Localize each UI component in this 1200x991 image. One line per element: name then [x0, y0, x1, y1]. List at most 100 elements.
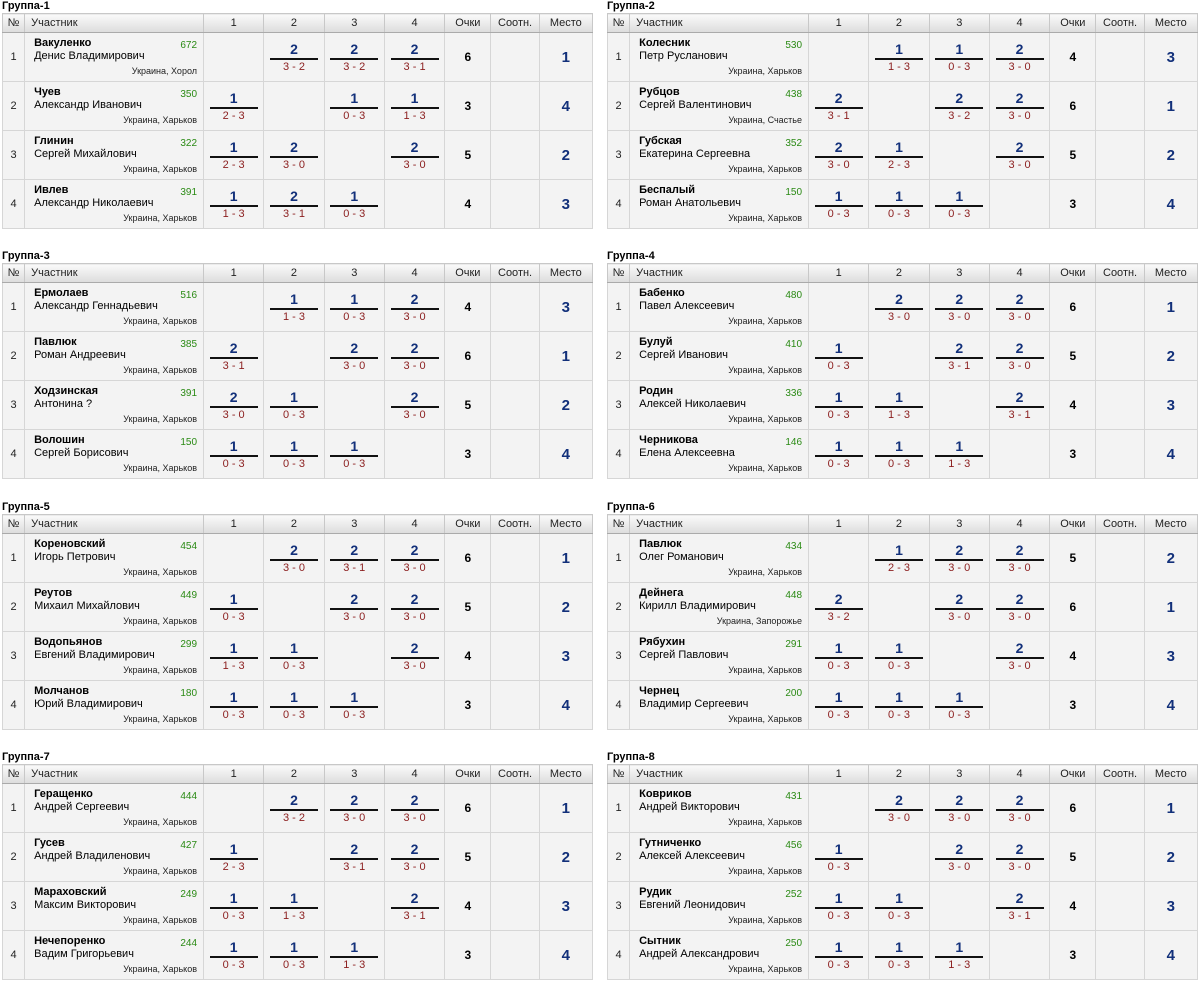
match-result-cell[interactable]: 2 3 - 0 [988, 81, 1051, 131]
participant-cell[interactable]: Колесник Петр Русланович 530 Украина, Харьк… [629, 32, 810, 82]
header-points[interactable]: Очки [444, 263, 492, 283]
match-result-cell[interactable]: 2 3 - 0 [928, 832, 990, 882]
match-result-cell[interactable]: 1 0 - 3 [808, 881, 870, 931]
match-result-cell[interactable]: 2 3 - 0 [383, 783, 446, 833]
match-result-cell[interactable]: 1 0 - 3 [203, 429, 265, 479]
match-result-cell[interactable]: 1 0 - 3 [323, 81, 385, 131]
match-result-cell[interactable]: 2 3 - 0 [383, 631, 446, 681]
match-result-cell[interactable]: 1 1 - 3 [263, 881, 325, 931]
participant-cell[interactable]: Чуев Александр Иванович 350 Украина, Харько… [24, 81, 205, 131]
match-result-cell[interactable]: 2 3 - 0 [203, 380, 265, 430]
match-result-cell[interactable]: 1 0 - 3 [868, 429, 930, 479]
match-result-cell[interactable]: 2 3 - 0 [988, 533, 1051, 583]
match-result-cell[interactable]: 1 0 - 3 [868, 179, 930, 229]
participant-surname[interactable]: Мараховский [34, 886, 107, 898]
participant-cell[interactable]: Гутниченко Алексей Алексеевич 456 Украина, … [629, 832, 810, 882]
header-participant[interactable]: Участник [629, 263, 810, 283]
header-participant[interactable]: Участник [629, 764, 810, 784]
header-ratio[interactable]: Соотн. [1095, 764, 1145, 784]
participant-surname[interactable]: Рудик [639, 886, 672, 898]
participant-surname[interactable]: Родин [639, 385, 674, 397]
participant-cell[interactable]: Реутов Михаил Михайлович 449 Украина, Харьк… [24, 582, 205, 632]
match-result-cell[interactable]: 1 2 - 3 [868, 130, 930, 180]
match-result-cell[interactable]: 1 0 - 3 [928, 179, 990, 229]
match-result-cell[interactable]: 2 3 - 2 [263, 783, 325, 833]
header-ratio[interactable]: Соотн. [490, 13, 540, 33]
match-result-cell[interactable]: 2 3 - 1 [928, 331, 990, 381]
match-result-cell[interactable]: 1 0 - 3 [323, 179, 385, 229]
match-result-cell[interactable]: 1 1 - 3 [868, 380, 930, 430]
match-result-cell[interactable]: 1 0 - 3 [263, 680, 325, 730]
participant-surname[interactable]: Колесник [639, 37, 691, 49]
match-result-cell[interactable]: 1 0 - 3 [323, 282, 385, 332]
match-result-cell[interactable]: 2 3 - 0 [928, 533, 990, 583]
participant-surname[interactable]: Губская [639, 135, 682, 147]
match-result-cell[interactable]: 1 1 - 3 [263, 282, 325, 332]
header-ratio[interactable]: Соотн. [1095, 13, 1145, 33]
header-points[interactable]: Очки [1049, 13, 1097, 33]
participant-cell[interactable]: Родин Алексей Николаевич 336 Украина, Харьк… [629, 380, 810, 430]
header-participant[interactable]: Участник [24, 514, 205, 534]
match-result-cell[interactable]: 1 1 - 3 [203, 179, 265, 229]
participant-cell[interactable]: Кореновский Игорь Петрович 454 Украина, Хар… [24, 533, 205, 583]
match-result-cell[interactable]: 1 2 - 3 [203, 130, 265, 180]
participant-cell[interactable]: Мараховский Максим Викторович 249 Украина, … [24, 881, 205, 931]
match-result-cell[interactable]: 1 0 - 3 [808, 631, 870, 681]
header-ratio[interactable]: Соотн. [490, 764, 540, 784]
match-result-cell[interactable]: 2 3 - 0 [323, 783, 385, 833]
participant-surname[interactable]: Павлюк [639, 538, 682, 550]
participant-surname[interactable]: Чернец [639, 685, 680, 697]
match-result-cell[interactable]: 2 3 - 0 [988, 282, 1051, 332]
header-participant[interactable]: Участник [629, 13, 810, 33]
participant-surname[interactable]: Сытник [639, 935, 681, 947]
match-result-cell[interactable]: 2 3 - 1 [203, 331, 265, 381]
match-result-cell[interactable]: 1 0 - 3 [808, 429, 870, 479]
match-result-cell[interactable]: 1 0 - 3 [868, 680, 930, 730]
match-result-cell[interactable]: 2 3 - 0 [988, 783, 1051, 833]
match-result-cell[interactable]: 2 3 - 0 [323, 582, 385, 632]
participant-surname[interactable]: Гутниченко [639, 837, 702, 849]
match-result-cell[interactable]: 2 3 - 1 [988, 881, 1051, 931]
match-result-cell[interactable]: 2 3 - 0 [868, 783, 930, 833]
participant-cell[interactable]: Черникова Елена Алексеевна 146 Украина, Хар… [629, 429, 810, 479]
match-result-cell[interactable]: 1 0 - 3 [263, 631, 325, 681]
match-result-cell[interactable]: 2 3 - 0 [383, 282, 446, 332]
header-participant[interactable]: Участник [24, 764, 205, 784]
match-result-cell[interactable]: 1 1 - 3 [203, 631, 265, 681]
match-result-cell[interactable]: 2 3 - 1 [383, 881, 446, 931]
match-result-cell[interactable]: 2 3 - 0 [383, 533, 446, 583]
match-result-cell[interactable]: 1 1 - 3 [383, 81, 446, 131]
match-result-cell[interactable]: 2 3 - 1 [808, 81, 870, 131]
match-result-cell[interactable]: 1 1 - 3 [928, 930, 990, 980]
header-participant[interactable]: Участник [629, 514, 810, 534]
participant-cell[interactable]: Волошин Сергей Борисович 150 Украина, Харьк… [24, 429, 205, 479]
participant-cell[interactable]: Бабенко Павел Алексеевич 480 Украина, Харьк… [629, 282, 810, 332]
match-result-cell[interactable]: 1 0 - 3 [323, 429, 385, 479]
match-result-cell[interactable]: 2 3 - 2 [928, 81, 990, 131]
header-place[interactable]: Место [538, 514, 594, 534]
match-result-cell[interactable]: 1 0 - 3 [868, 631, 930, 681]
header-points[interactable]: Очки [444, 13, 492, 33]
match-result-cell[interactable]: 2 3 - 0 [988, 32, 1051, 82]
participant-surname[interactable]: Ходзинская [34, 385, 99, 397]
participant-cell[interactable]: Булуй Сергей Иванович 410 Украина, Харьков [629, 331, 810, 381]
match-result-cell[interactable]: 1 0 - 3 [928, 680, 990, 730]
header-points[interactable]: Очки [1049, 263, 1097, 283]
participant-cell[interactable]: Ковриков Андрей Викторович 431 Украина, Хар… [629, 783, 810, 833]
participant-surname[interactable]: Ивлев [34, 184, 69, 196]
participant-surname[interactable]: Ермолаев [34, 287, 89, 299]
match-result-cell[interactable]: 2 3 - 0 [383, 380, 446, 430]
header-place[interactable]: Место [1143, 13, 1199, 33]
header-place[interactable]: Место [1143, 263, 1199, 283]
participant-cell[interactable]: Гусев Андрей Владиленович 427 Украина, Харь… [24, 832, 205, 882]
match-result-cell[interactable]: 1 0 - 3 [808, 930, 870, 980]
participant-cell[interactable]: Глинин Сергей Михайлович 322 Украина, Харьк… [24, 130, 205, 180]
participant-cell[interactable]: Нечепоренко Вадим Григорьевич 244 Украина, … [24, 930, 205, 980]
match-result-cell[interactable]: 1 0 - 3 [323, 680, 385, 730]
match-result-cell[interactable]: 2 3 - 0 [263, 533, 325, 583]
match-result-cell[interactable]: 2 3 - 0 [263, 130, 325, 180]
match-result-cell[interactable]: 2 3 - 0 [868, 282, 930, 332]
header-points[interactable]: Очки [444, 764, 492, 784]
match-result-cell[interactable]: 1 0 - 3 [868, 881, 930, 931]
match-result-cell[interactable]: 2 3 - 1 [263, 179, 325, 229]
